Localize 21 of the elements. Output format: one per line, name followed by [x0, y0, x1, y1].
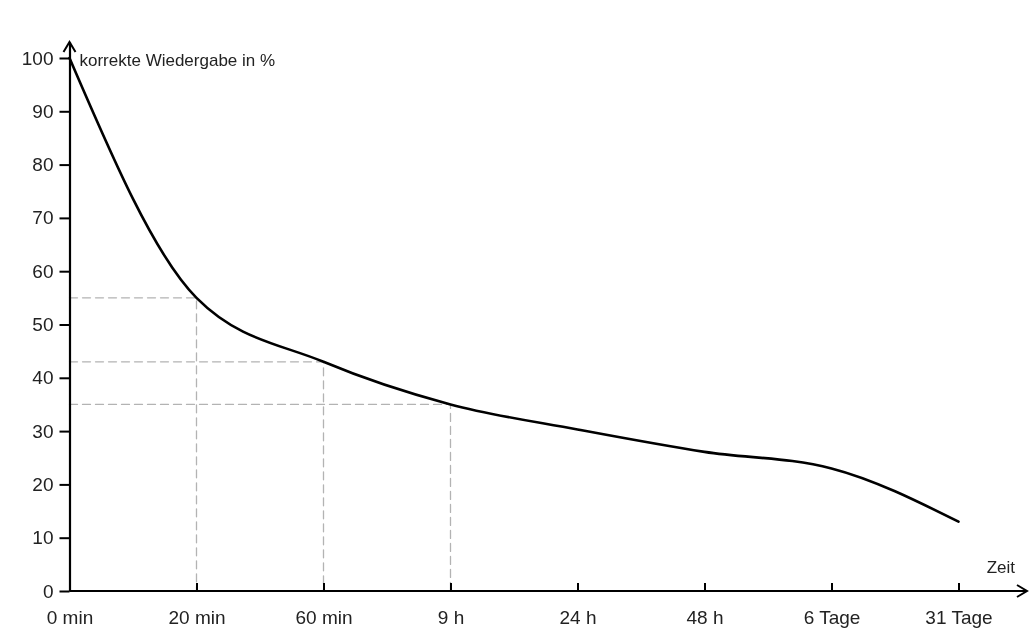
y-tick-label: 10	[32, 527, 54, 549]
y-tick-label: 90	[32, 100, 54, 122]
x-tick-label: 31 Tage	[925, 607, 993, 629]
y-axis-title: korrekte Wiedergabe in %	[79, 51, 276, 70]
x-tick-label: 20 min	[168, 607, 226, 629]
y-tick-label: 50	[32, 314, 54, 336]
y-tick-label: 40	[32, 367, 54, 389]
x-tick-label: 9 h	[437, 607, 465, 629]
x-tick-label: 24 h	[559, 607, 597, 629]
y-tick-label: 30	[32, 420, 54, 442]
x-tick-label: 0 min	[46, 607, 94, 629]
y-tick-label: 70	[32, 207, 54, 229]
y-tick-label: 80	[32, 154, 54, 176]
x-tick-label: 6 Tage	[803, 607, 861, 629]
x-tick-label: 60 min	[295, 607, 353, 629]
y-tick-label: 100	[21, 47, 54, 69]
y-tick-label: 20	[32, 473, 54, 495]
y-tick-label: 0	[42, 580, 54, 602]
x-tick-label: 48 h	[686, 607, 724, 629]
y-tick-label: 60	[32, 260, 54, 282]
x-axis-title: Zeit	[986, 558, 1016, 577]
